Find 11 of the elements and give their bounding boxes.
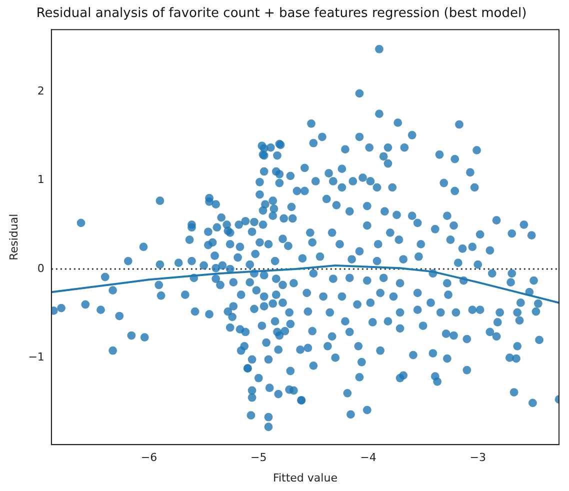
x-tick-label: −5 [250,451,267,464]
y-tick-label: 2 [37,84,44,98]
chart-title: Residual analysis of favorite count + base features regression (best model) [36,6,527,22]
x-tick-label: −3 [470,451,486,464]
y-tick-label: 0 [37,262,44,275]
x-tick-label: −6 [140,451,158,464]
x-tick-label: −4 [360,451,376,464]
y-tick-label: −1 [28,350,44,364]
x-axis-title: Fitted value [272,471,338,484]
y-tick-label: 1 [37,173,44,186]
y-axis-title: Residual [7,214,20,260]
